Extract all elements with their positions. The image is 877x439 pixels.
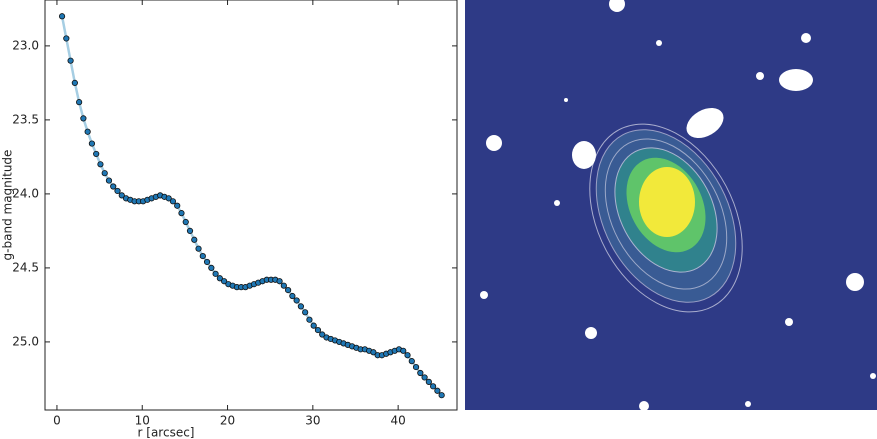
data-point [314, 326, 322, 334]
data-point [408, 358, 415, 365]
data-point [216, 275, 223, 282]
data-point [212, 270, 219, 277]
data-point [101, 170, 108, 177]
data-point [58, 13, 66, 20]
axes-frame [44, 0, 458, 411]
data-point [114, 187, 121, 195]
data-point [421, 374, 428, 381]
data-point [412, 363, 420, 371]
galaxy-image [465, 0, 877, 411]
y-axis-label: g-band magnitude [1, 150, 15, 261]
data-point [105, 177, 113, 184]
data-point [221, 278, 228, 285]
data-point [110, 183, 117, 190]
profile-line [60, 16, 443, 397]
data-point [285, 287, 292, 294]
data-point [297, 303, 305, 310]
y-tick-label: 23.5 [12, 112, 39, 126]
y-tick-label: 24.5 [12, 260, 39, 274]
y-tick-label: 25.0 [12, 334, 39, 348]
data-point [306, 316, 313, 323]
data-point [203, 258, 211, 266]
data-point [84, 128, 91, 135]
data-point [67, 57, 74, 64]
data-point [71, 79, 78, 86]
data-point [404, 352, 411, 359]
data-point [430, 383, 437, 390]
data-point [293, 297, 300, 304]
isophote [604, 138, 728, 290]
data-point [182, 218, 189, 226]
data-point [63, 35, 70, 42]
data-point [425, 378, 432, 385]
data-point [400, 347, 407, 354]
x-tick-label: 0 [53, 414, 61, 428]
data-point [302, 309, 309, 316]
x-axis-label: r [arcsec] [138, 426, 195, 439]
data-point [319, 331, 326, 338]
data-point [169, 198, 177, 205]
isophote [589, 123, 743, 313]
data-point [174, 202, 181, 209]
data-point [434, 387, 441, 394]
data-point [438, 392, 445, 399]
data-point [97, 161, 104, 168]
data-point [417, 369, 424, 377]
x-tick-label: 10 [135, 414, 150, 428]
data-point [310, 322, 317, 329]
stars [480, 0, 876, 411]
data-point [93, 150, 100, 158]
data-point [165, 195, 172, 202]
data-point [280, 282, 287, 289]
data-point [199, 252, 206, 260]
galaxy-core [639, 167, 695, 237]
x-tick-label: 30 [305, 414, 320, 428]
y-tick-label: 23.0 [12, 38, 39, 52]
data-point [88, 140, 96, 147]
data-point [186, 227, 194, 235]
y-tick-label: 24.0 [12, 186, 39, 200]
x-tick-label: 20 [220, 414, 235, 428]
data-point [370, 349, 377, 356]
data-point [80, 115, 87, 122]
data-point [289, 292, 296, 300]
data-point [276, 278, 283, 285]
data-point [191, 236, 198, 243]
data-point [208, 264, 215, 272]
data-point [178, 210, 185, 217]
data-point [195, 245, 202, 252]
x-tick-label: 40 [391, 414, 406, 428]
data-point [76, 99, 83, 106]
data-point [118, 192, 125, 199]
